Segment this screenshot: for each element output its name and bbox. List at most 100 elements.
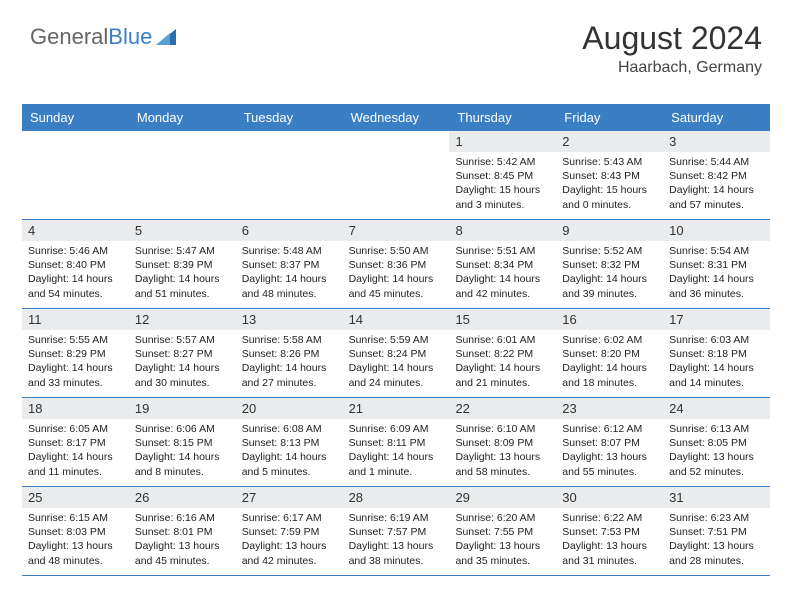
day-cell: 13Sunrise: 5:58 AMSunset: 8:26 PMDayligh…: [236, 309, 343, 397]
day-cell: 6Sunrise: 5:48 AMSunset: 8:37 PMDaylight…: [236, 220, 343, 308]
day-info: Sunrise: 5:46 AMSunset: 8:40 PMDaylight:…: [22, 241, 129, 305]
sunset-text: Sunset: 8:17 PM: [28, 436, 123, 450]
sunset-text: Sunset: 8:13 PM: [242, 436, 337, 450]
day-info: Sunrise: 5:54 AMSunset: 8:31 PMDaylight:…: [663, 241, 770, 305]
day-cell: 25Sunrise: 6:15 AMSunset: 8:03 PMDayligh…: [22, 487, 129, 575]
day-header-thursday: Thursday: [449, 104, 556, 131]
day-info: Sunrise: 6:16 AMSunset: 8:01 PMDaylight:…: [129, 508, 236, 572]
sunrise-text: Sunrise: 6:09 AM: [349, 422, 444, 436]
day-info: Sunrise: 5:58 AMSunset: 8:26 PMDaylight:…: [236, 330, 343, 394]
day-header-friday: Friday: [556, 104, 663, 131]
sunset-text: Sunset: 8:11 PM: [349, 436, 444, 450]
day-header-sunday: Sunday: [22, 104, 129, 131]
week-row: 18Sunrise: 6:05 AMSunset: 8:17 PMDayligh…: [22, 398, 770, 487]
sunrise-text: Sunrise: 6:01 AM: [455, 333, 550, 347]
day-cell: 5Sunrise: 5:47 AMSunset: 8:39 PMDaylight…: [129, 220, 236, 308]
daylight-text: Daylight: 13 hours and 55 minutes.: [562, 450, 657, 478]
daylight-text: Daylight: 15 hours and 3 minutes.: [455, 183, 550, 211]
day-cell: 1Sunrise: 5:42 AMSunset: 8:45 PMDaylight…: [449, 131, 556, 219]
day-info: Sunrise: 5:48 AMSunset: 8:37 PMDaylight:…: [236, 241, 343, 305]
sunset-text: Sunset: 8:43 PM: [562, 169, 657, 183]
week-row: 4Sunrise: 5:46 AMSunset: 8:40 PMDaylight…: [22, 220, 770, 309]
day-header-tuesday: Tuesday: [236, 104, 343, 131]
day-cell: 23Sunrise: 6:12 AMSunset: 8:07 PMDayligh…: [556, 398, 663, 486]
brand-part2: Blue: [108, 24, 152, 50]
day-info: Sunrise: 6:17 AMSunset: 7:59 PMDaylight:…: [236, 508, 343, 572]
day-cell: 29Sunrise: 6:20 AMSunset: 7:55 PMDayligh…: [449, 487, 556, 575]
daylight-text: Daylight: 14 hours and 11 minutes.: [28, 450, 123, 478]
day-info: Sunrise: 5:47 AMSunset: 8:39 PMDaylight:…: [129, 241, 236, 305]
sunrise-text: Sunrise: 6:20 AM: [455, 511, 550, 525]
daylight-text: Daylight: 14 hours and 39 minutes.: [562, 272, 657, 300]
day-number: 7: [343, 220, 450, 241]
day-cell: 12Sunrise: 5:57 AMSunset: 8:27 PMDayligh…: [129, 309, 236, 397]
day-info: Sunrise: 5:43 AMSunset: 8:43 PMDaylight:…: [556, 152, 663, 216]
day-header-monday: Monday: [129, 104, 236, 131]
brand-part1: General: [30, 24, 108, 50]
day-number: 25: [22, 487, 129, 508]
sunrise-text: Sunrise: 5:57 AM: [135, 333, 230, 347]
day-number: 3: [663, 131, 770, 152]
daylight-text: Daylight: 14 hours and 27 minutes.: [242, 361, 337, 389]
calendar-grid: SundayMondayTuesdayWednesdayThursdayFrid…: [22, 104, 770, 576]
brand-logo: GeneralBlue: [30, 24, 178, 50]
sunrise-text: Sunrise: 6:19 AM: [349, 511, 444, 525]
sunrise-text: Sunrise: 6:02 AM: [562, 333, 657, 347]
daylight-text: Daylight: 14 hours and 14 minutes.: [669, 361, 764, 389]
sunrise-text: Sunrise: 5:59 AM: [349, 333, 444, 347]
day-cell: 30Sunrise: 6:22 AMSunset: 7:53 PMDayligh…: [556, 487, 663, 575]
day-number: 29: [449, 487, 556, 508]
day-number: 1: [449, 131, 556, 152]
sunset-text: Sunset: 8:31 PM: [669, 258, 764, 272]
day-info: Sunrise: 6:12 AMSunset: 8:07 PMDaylight:…: [556, 419, 663, 483]
day-number: 23: [556, 398, 663, 419]
sunrise-text: Sunrise: 5:42 AM: [455, 155, 550, 169]
day-cell: [22, 131, 129, 219]
daylight-text: Daylight: 13 hours and 58 minutes.: [455, 450, 550, 478]
day-info: Sunrise: 6:09 AMSunset: 8:11 PMDaylight:…: [343, 419, 450, 483]
sunrise-text: Sunrise: 5:58 AM: [242, 333, 337, 347]
daylight-text: Daylight: 14 hours and 33 minutes.: [28, 361, 123, 389]
day-number: 21: [343, 398, 450, 419]
sunrise-text: Sunrise: 5:52 AM: [562, 244, 657, 258]
day-number: 27: [236, 487, 343, 508]
day-cell: 22Sunrise: 6:10 AMSunset: 8:09 PMDayligh…: [449, 398, 556, 486]
sunset-text: Sunset: 8:39 PM: [135, 258, 230, 272]
sunrise-text: Sunrise: 5:47 AM: [135, 244, 230, 258]
sunrise-text: Sunrise: 6:16 AM: [135, 511, 230, 525]
sunrise-text: Sunrise: 5:55 AM: [28, 333, 123, 347]
sunrise-text: Sunrise: 5:51 AM: [455, 244, 550, 258]
day-cell: 3Sunrise: 5:44 AMSunset: 8:42 PMDaylight…: [663, 131, 770, 219]
daylight-text: Daylight: 13 hours and 48 minutes.: [28, 539, 123, 567]
day-info: Sunrise: 5:52 AMSunset: 8:32 PMDaylight:…: [556, 241, 663, 305]
day-info: Sunrise: 6:22 AMSunset: 7:53 PMDaylight:…: [556, 508, 663, 572]
day-cell: 24Sunrise: 6:13 AMSunset: 8:05 PMDayligh…: [663, 398, 770, 486]
day-info: Sunrise: 6:19 AMSunset: 7:57 PMDaylight:…: [343, 508, 450, 572]
daylight-text: Daylight: 13 hours and 45 minutes.: [135, 539, 230, 567]
sunrise-text: Sunrise: 6:23 AM: [669, 511, 764, 525]
sunset-text: Sunset: 8:24 PM: [349, 347, 444, 361]
day-number: 4: [22, 220, 129, 241]
sunrise-text: Sunrise: 6:17 AM: [242, 511, 337, 525]
sunset-text: Sunset: 8:09 PM: [455, 436, 550, 450]
sunset-text: Sunset: 8:01 PM: [135, 525, 230, 539]
day-cell: 15Sunrise: 6:01 AMSunset: 8:22 PMDayligh…: [449, 309, 556, 397]
sunset-text: Sunset: 7:59 PM: [242, 525, 337, 539]
day-info: Sunrise: 5:44 AMSunset: 8:42 PMDaylight:…: [663, 152, 770, 216]
week-row: 1Sunrise: 5:42 AMSunset: 8:45 PMDaylight…: [22, 131, 770, 220]
day-number: 17: [663, 309, 770, 330]
daylight-text: Daylight: 14 hours and 48 minutes.: [242, 272, 337, 300]
sunset-text: Sunset: 8:18 PM: [669, 347, 764, 361]
daylight-text: Daylight: 14 hours and 8 minutes.: [135, 450, 230, 478]
day-header-row: SundayMondayTuesdayWednesdayThursdayFrid…: [22, 104, 770, 131]
day-number: 9: [556, 220, 663, 241]
sunset-text: Sunset: 8:37 PM: [242, 258, 337, 272]
sunset-text: Sunset: 8:36 PM: [349, 258, 444, 272]
daylight-text: Daylight: 14 hours and 21 minutes.: [455, 361, 550, 389]
day-cell: 2Sunrise: 5:43 AMSunset: 8:43 PMDaylight…: [556, 131, 663, 219]
day-info: Sunrise: 6:13 AMSunset: 8:05 PMDaylight:…: [663, 419, 770, 483]
day-info: Sunrise: 5:57 AMSunset: 8:27 PMDaylight:…: [129, 330, 236, 394]
sunset-text: Sunset: 8:40 PM: [28, 258, 123, 272]
sunset-text: Sunset: 8:22 PM: [455, 347, 550, 361]
day-cell: 18Sunrise: 6:05 AMSunset: 8:17 PMDayligh…: [22, 398, 129, 486]
